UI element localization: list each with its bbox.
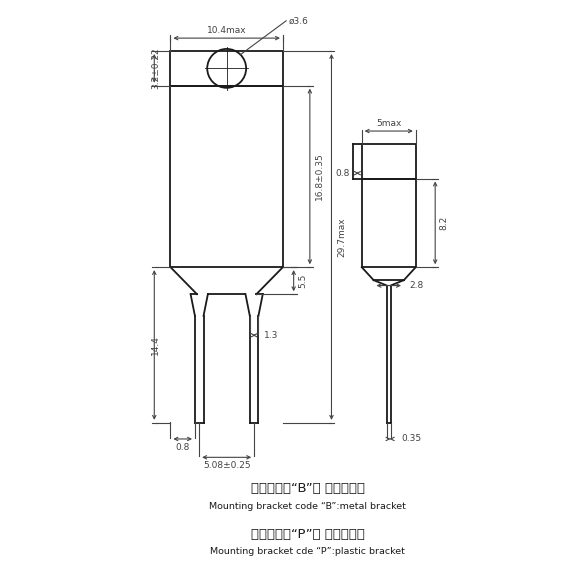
Bar [361,144,416,178]
Text: Mounting bracket cde “P”:plastic bracket: Mounting bracket cde “P”:plastic bracket [210,547,405,556]
Text: 1.3: 1.3 [264,331,278,340]
Text: 安装板代号“P”： 塑料安装板: 安装板代号“P”： 塑料安装板 [251,528,364,540]
Bar [361,178,416,267]
Text: 0.35: 0.35 [402,434,422,443]
Text: 0.8: 0.8 [335,169,350,178]
Text: ø3.6: ø3.6 [288,17,308,25]
Bar [170,86,283,267]
Bar [170,51,283,86]
Text: 8.2: 8.2 [440,216,448,230]
Text: 5.5: 5.5 [298,274,307,288]
Text: 16.8±0.35: 16.8±0.35 [315,153,324,200]
Text: 3.2±0.22: 3.2±0.22 [152,47,161,89]
Text: 10.4max: 10.4max [207,26,247,35]
Text: 2.8: 2.8 [409,281,423,290]
Text: 14.4: 14.4 [150,335,160,355]
Text: 5.08±0.25: 5.08±0.25 [203,461,251,470]
Text: 5max: 5max [376,119,402,128]
Text: 29.7max: 29.7max [337,217,346,256]
Text: 0.8: 0.8 [175,443,190,452]
Text: 安装板代号“B”： 金属安装板: 安装板代号“B”： 金属安装板 [251,482,365,495]
Text: Mounting bracket code “B”:metal bracket: Mounting bracket code “B”:metal bracket [209,502,406,511]
